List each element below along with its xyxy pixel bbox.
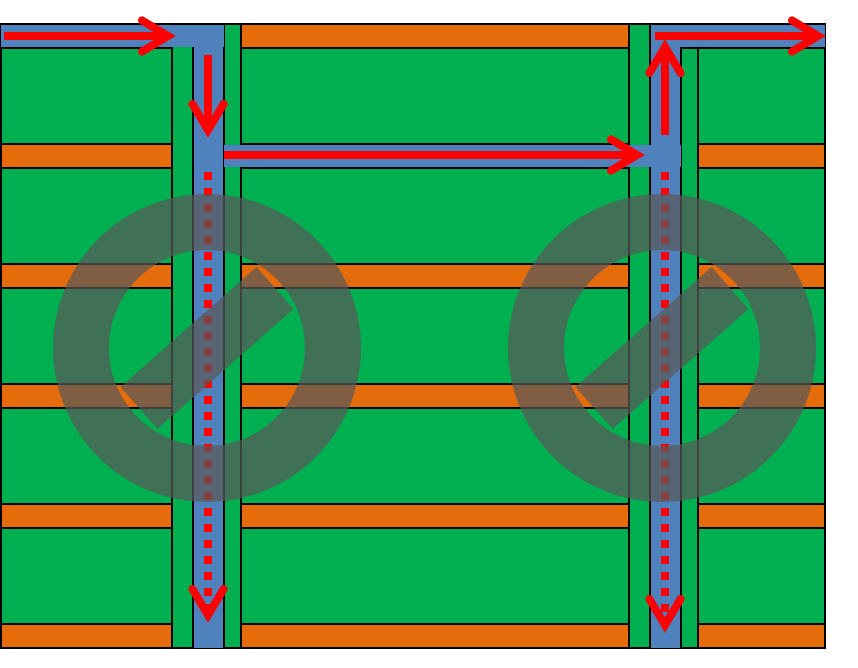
arrow-icon [224, 135, 645, 175]
flow-arrows [4, 16, 826, 633]
arrow-icon [4, 16, 176, 56]
arrow-head [188, 585, 228, 623]
orange-strip [0, 503, 826, 529]
arrow-head [188, 100, 228, 138]
arrow-icon [188, 55, 228, 138]
no-entry-icon [53, 194, 361, 502]
dotted-arrow-icon [645, 172, 685, 633]
arrow-head [607, 135, 645, 175]
arrow-head [645, 39, 685, 77]
arrow-icon [645, 39, 685, 135]
prohibition-ring [53, 194, 361, 502]
arrow-head [788, 16, 826, 56]
prohibition-slash [575, 267, 749, 429]
orange-strip [0, 623, 826, 649]
prohibition-ring [508, 194, 816, 502]
prohibition-signs [53, 194, 816, 502]
no-entry-icon [508, 194, 816, 502]
arrow-icon [655, 16, 826, 56]
prohibition-slash [120, 267, 294, 429]
arrow-head [645, 595, 685, 633]
arrow-head [138, 16, 176, 56]
dotted-arrow-icon [188, 172, 228, 623]
